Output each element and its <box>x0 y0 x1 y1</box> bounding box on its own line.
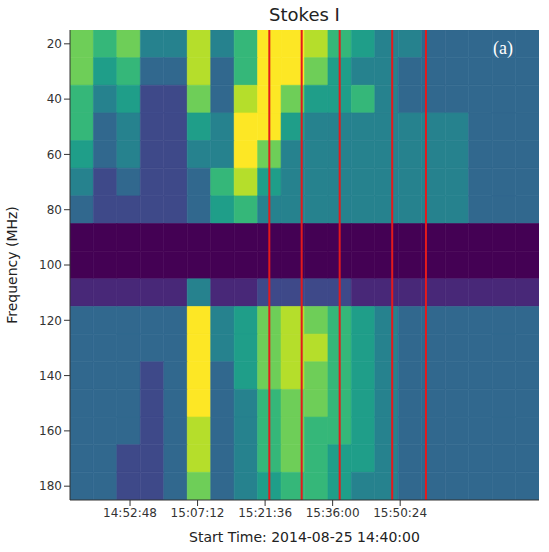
svg-text:20: 20 <box>47 37 62 51</box>
html-text:Stokes I: Stokes I <box>269 4 340 25</box>
svg-text:160: 160 <box>39 424 62 438</box>
html-text:(a): (a) <box>493 38 513 58</box>
svg-text:15:21:36: 15:21:36 <box>238 506 292 520</box>
svg-text:14:52:48: 14:52:48 <box>103 506 157 520</box>
svg-text:15:07:12: 15:07:12 <box>171 506 225 520</box>
svg-text:80: 80 <box>47 203 62 217</box>
svg-text:Start Time: 2014-08-25 14:40:0: Start Time: 2014-08-25 14:40:00 <box>189 529 420 545</box>
svg-text:120: 120 <box>39 314 62 328</box>
svg-text:60: 60 <box>47 148 62 162</box>
svg-text:Frequency (MHz): Frequency (MHz) <box>4 206 20 324</box>
svg-text:15:50:24: 15:50:24 <box>373 506 427 520</box>
svg-text:180: 180 <box>39 479 62 493</box>
svg-text:140: 140 <box>39 369 62 383</box>
svg-text:40: 40 <box>47 92 62 106</box>
svg-text:100: 100 <box>39 258 62 272</box>
svg-text:15:36:00: 15:36:00 <box>306 506 360 520</box>
